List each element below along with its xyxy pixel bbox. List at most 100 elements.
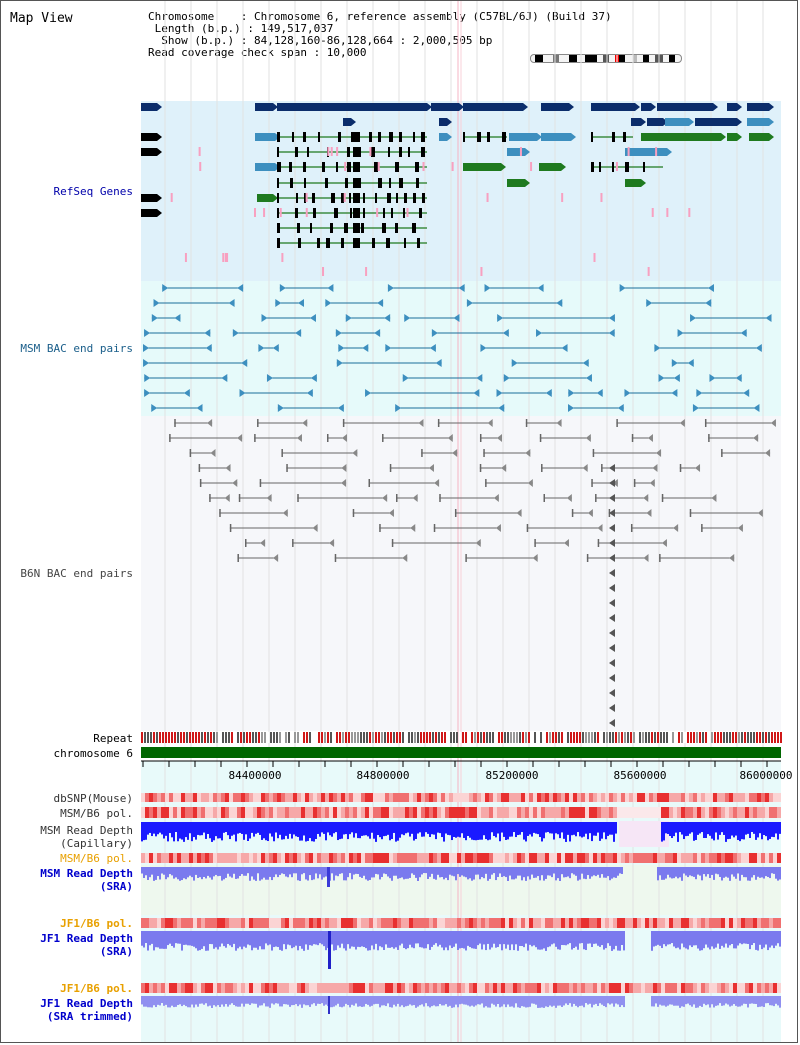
jf1-depth-trim-bar: [307, 996, 309, 1006]
bac-end: [701, 524, 703, 532]
msm-b6-pol-sra-cell: [545, 853, 549, 863]
jf1-depth-sra-bar: [611, 931, 613, 951]
gene-exon: [623, 132, 626, 142]
jf1-b6-pol-trim-cell: [717, 983, 721, 993]
msm-depth-sra-bar: [339, 867, 341, 874]
jf1-depth-sra-bar: [421, 931, 423, 948]
bac-end: [239, 389, 246, 397]
bac-end: [539, 434, 542, 442]
jf1-depth-sra-bar: [581, 931, 583, 944]
jf1-depth-sra-bar: [755, 931, 757, 950]
jf1-depth-sra-bar: [337, 931, 339, 946]
bac-end: [465, 554, 467, 562]
jf1-depth-trim-bar: [497, 996, 499, 1004]
msm-depth-sra-bar: [331, 867, 333, 874]
track-label-b6n-bac[interactable]: B6N BAC end pairs: [20, 567, 133, 580]
jf1-depth-trim-bar: [401, 996, 403, 1006]
track-label-msm-bac[interactable]: MSM BAC end pairs: [20, 342, 133, 355]
jf1-depth-sra-bar: [743, 931, 745, 944]
jf1-depth-sra-bar: [685, 931, 687, 949]
jf1-depth-sra-bar: [719, 931, 721, 949]
msm-depth-sra-bar: [181, 867, 183, 881]
jf1-depth-sra-bar: [551, 931, 553, 945]
gene-exon: [612, 162, 614, 172]
jf1-b6-pol-cell: [169, 918, 173, 928]
minor-feature: [627, 147, 630, 156]
msm-depth-sra-bar: [661, 867, 663, 880]
jf1-b6-pol-cell: [513, 918, 517, 928]
msm-depth-cap-bar: [301, 822, 303, 841]
msm-depth-sra-bar: [457, 867, 459, 875]
gene-strand-arrow: [561, 163, 566, 171]
jf1-b6-pol-trim-cell: [637, 983, 641, 993]
jf1-depth-trim-bar: [253, 996, 255, 1004]
jf1-depth-sra-line1: JF1 Read Depth: [40, 932, 133, 945]
msm-b6-pol-cell: [417, 807, 421, 818]
jf1-b6-pol-trim-cell: [585, 983, 589, 993]
msm-b6-pol-cell: [505, 807, 509, 818]
repeat-element: [573, 732, 575, 743]
msm-b6-pol-cell: [377, 807, 381, 818]
jf1-depth-sra-bar: [355, 931, 357, 950]
jf1-depth-sra-bar: [271, 931, 273, 951]
jf1-depth-sra-bar: [533, 931, 535, 946]
dbsnp-cell: [329, 793, 333, 802]
dbsnp-cell: [205, 793, 209, 802]
jf1-depth-trim-bar: [407, 996, 409, 1006]
msm-b6-pol-cell: [305, 807, 309, 818]
jf1-b6-pol-cell: [145, 918, 149, 928]
msm-depth-cap-bar: [185, 822, 187, 838]
msm-depth-sra-bar: [265, 867, 267, 880]
msm-b6-pol-cell: [613, 807, 617, 818]
jf1-depth-sra-bar: [477, 931, 479, 946]
jf1-depth-trim-bar: [707, 996, 709, 1005]
msm-depth-sra-bar: [491, 867, 493, 875]
jf1-depth-sra-bar: [321, 931, 323, 945]
msm-b6-pol-sra-cell: [289, 853, 293, 863]
msm-depth-cap-bar: [289, 822, 291, 834]
msm-b6-pol-sra-cell: [413, 853, 417, 863]
jf1-depth-trim-bar: [369, 996, 371, 1007]
jf1-depth-sra-bar: [707, 931, 709, 948]
bac-end: [183, 389, 190, 397]
msm-b6-pol-sra-cell: [621, 853, 625, 863]
dbsnp-cell: [221, 793, 225, 802]
jf1-b6-pol-cell: [509, 918, 513, 928]
dbsnp-cell: [477, 793, 481, 802]
bac-end: [597, 524, 603, 532]
repeat-element: [681, 732, 683, 743]
dbsnp-cell: [413, 793, 417, 802]
msm-depth-cap-bar: [165, 822, 167, 836]
dbsnp-cell: [505, 793, 509, 802]
msm-b6-pol-cell: [717, 807, 721, 818]
jf1-depth-trim-bar: [613, 996, 615, 1007]
jf1-depth-trim-bar: [217, 996, 219, 1006]
msm-depth-sra-bar: [731, 867, 733, 875]
msm-depth-cap-bar: [539, 822, 541, 838]
jf1-depth-sra-bar: [677, 931, 679, 948]
dbsnp-cell: [449, 793, 453, 802]
msm-depth-sra-bar: [369, 867, 371, 880]
jf1-b6-pol-cell: [261, 918, 265, 928]
repeat-element: [192, 732, 194, 743]
msm-depth-sra-bar: [405, 867, 407, 879]
track-label-refseq[interactable]: RefSeq Genes: [53, 185, 133, 198]
jf1-b6-pol-trim-cell: [229, 983, 233, 993]
bac-end: [755, 344, 762, 352]
jf1-depth-sra-bar: [727, 931, 729, 948]
msm-depth-sra-bar: [351, 867, 353, 880]
msm-depth-cap-bar: [431, 822, 433, 835]
msm-depth-cap-bar: [527, 822, 529, 836]
jf1-b6-pol-cell: [397, 918, 401, 928]
jf1-b6-pol-trim-cell: [525, 983, 529, 993]
msm-depth-cap-bar: [573, 822, 575, 835]
jf1-depth-sra-bar: [503, 931, 505, 945]
jf1-b6-pol-trim-cell: [205, 983, 209, 993]
jf1-b6-pol-cell: [749, 918, 753, 928]
jf1-b6-pol-cell: [157, 918, 161, 928]
gene-block: [255, 163, 275, 171]
jf1-depth-sra-bar: [293, 931, 295, 948]
msm-depth-sra-bar: [559, 867, 561, 881]
jf1-depth-trim-bar: [695, 996, 697, 1008]
